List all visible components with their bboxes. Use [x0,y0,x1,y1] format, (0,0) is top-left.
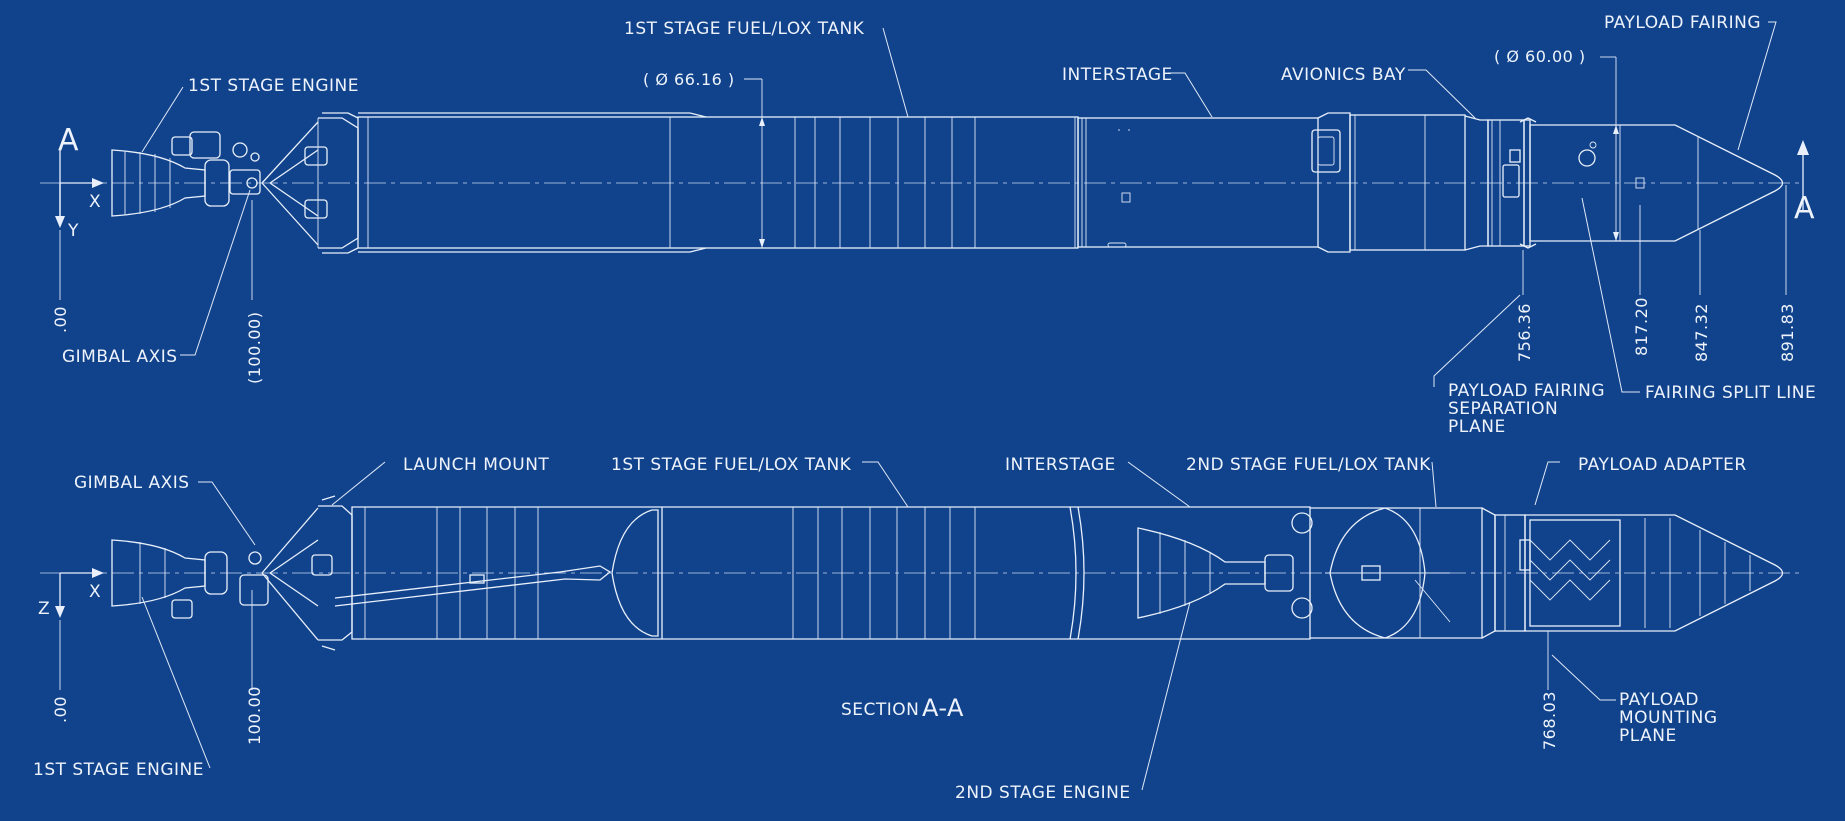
label-first-stage-tank-top: 1ST STAGE FUEL/LOX TANK [624,19,865,39]
axis-x-label-top: X [89,192,101,212]
label-second-stage-engine: 2ND STAGE ENGINE [955,783,1131,803]
top-first-stage-engine [111,131,261,217]
label-payload-adapter: PAYLOAD ADAPTER [1578,455,1747,475]
section-second-stage-tank [1310,507,1483,639]
label-payload-mount-1: PAYLOAD [1619,690,1699,710]
label-avionics-bay: AVIONICS BAY [1281,65,1406,85]
top-leaders [141,21,1777,393]
axis-y-label: Y [67,221,79,241]
label-second-stage-tank: 2ND STAGE FUEL/LOX TANK [1186,455,1431,475]
label-first-stage-engine-top: 1ST STAGE ENGINE [188,76,359,96]
label-payload-fairing: PAYLOAD FAIRING [1604,13,1761,33]
top-thrust-structure [261,112,359,254]
label-gimbal-axis-section: GIMBAL AXIS [74,473,190,493]
dim-sep-plane: 756.36 [1515,303,1534,362]
section-second-stage-engine [1137,512,1313,619]
top-second-stage [1317,112,1466,253]
diameter-fairing: ( Ø 60.00 ) [1494,47,1586,66]
label-fairing-sep-3: PLANE [1448,417,1506,437]
view-letter-a-right: A [1794,191,1815,226]
label-gimbal-axis-top: GIMBAL AXIS [62,347,178,367]
dim-mount-plane: 768.03 [1540,691,1559,750]
section-first-stage-engine [111,539,269,619]
section-title-prefix: SECTION [841,700,919,720]
section-title-letters: A-A [922,694,964,722]
top-payload-fairing [1529,124,1784,242]
axis-z-label: Z [38,599,50,619]
label-first-stage-engine-section: 1ST STAGE ENGINE [33,760,204,780]
section-dimensions [55,568,1549,690]
dim-gimbal-top: (100.00) [245,312,264,384]
diameter-tank: ( Ø 66.16 ) [643,70,735,89]
top-dimensions [55,56,1809,300]
dim-origin-top: .00 [51,306,70,333]
dim-817: 817.20 [1632,297,1651,356]
section-view [40,461,1800,791]
axis-x-label-section: X [89,582,101,602]
section-leaders [141,461,1616,791]
top-view [40,21,1809,393]
label-fairing-split-line: FAIRING SPLIT LINE [1645,383,1816,403]
section-payload [1481,507,1784,639]
label-interstage-section: INTERSTAGE [1005,455,1116,475]
label-launch-mount: LAUNCH MOUNT [403,455,549,475]
label-payload-mount-3: PLANE [1619,726,1677,746]
label-interstage-top: INTERSTAGE [1062,65,1173,85]
dim-origin-section: .00 [51,696,70,723]
view-letter-a-left: A [58,123,79,158]
dim-tip: 891.83 [1778,303,1797,362]
dim-gimbal-section: 100.00 [245,686,264,745]
label-fairing-sep-2: SEPARATION [1448,399,1558,419]
label-payload-mount-2: MOUNTING [1619,708,1718,728]
top-first-stage-tank [357,112,1079,253]
top-interstage [1077,117,1341,248]
label-first-stage-tank-section: 1ST STAGE FUEL/LOX TANK [611,455,852,475]
dim-847: 847.32 [1692,303,1711,362]
label-fairing-sep-1: PAYLOAD FAIRING [1448,381,1605,401]
